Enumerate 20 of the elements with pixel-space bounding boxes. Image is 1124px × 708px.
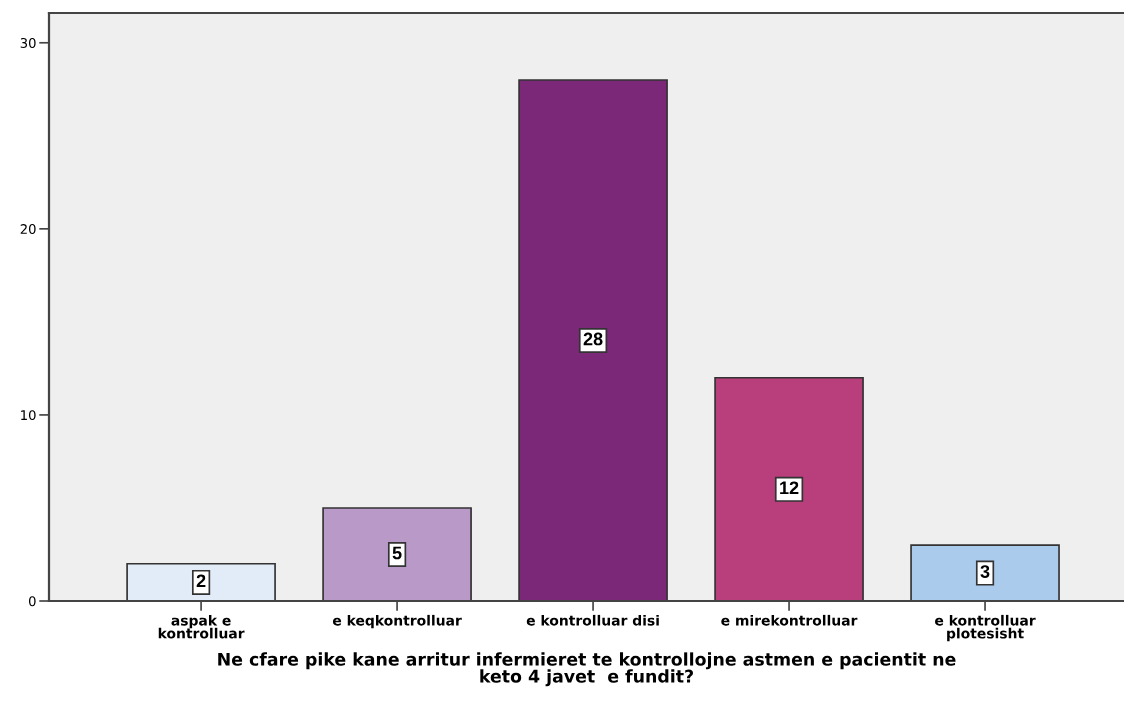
bar (322, 507, 472, 601)
bar (126, 562, 276, 601)
y-tick-label: 10 (21, 410, 36, 421)
x-tick-label: e keqkontrolluar (332, 614, 462, 629)
y-tick-label: 30 (20, 37, 36, 48)
x-axis-title: Ne cfare pike kane arritur infermieret te kontrollojne astmen e pacientit ne keto 4 javet e fundit? (218, 652, 956, 687)
data-label: 5 (392, 546, 402, 560)
x-tick-label: e kontrolluar plotesisht (935, 614, 1036, 642)
data-label: 12 (780, 481, 799, 495)
y-tick-label: 20 (20, 224, 36, 235)
data-label: 2 (196, 574, 206, 588)
bar (518, 79, 668, 601)
data-label: 28 (583, 332, 603, 346)
x-tick-label: e kontrolluar disi (526, 614, 659, 626)
x-tick-label: aspak e kontrolluar (158, 614, 245, 639)
data-label: 3 (980, 565, 990, 578)
y-tick-label: 0 (28, 596, 36, 607)
x-tick-label: e mirekontrolluar (721, 614, 858, 626)
bar (910, 544, 1060, 601)
bar (714, 376, 864, 601)
